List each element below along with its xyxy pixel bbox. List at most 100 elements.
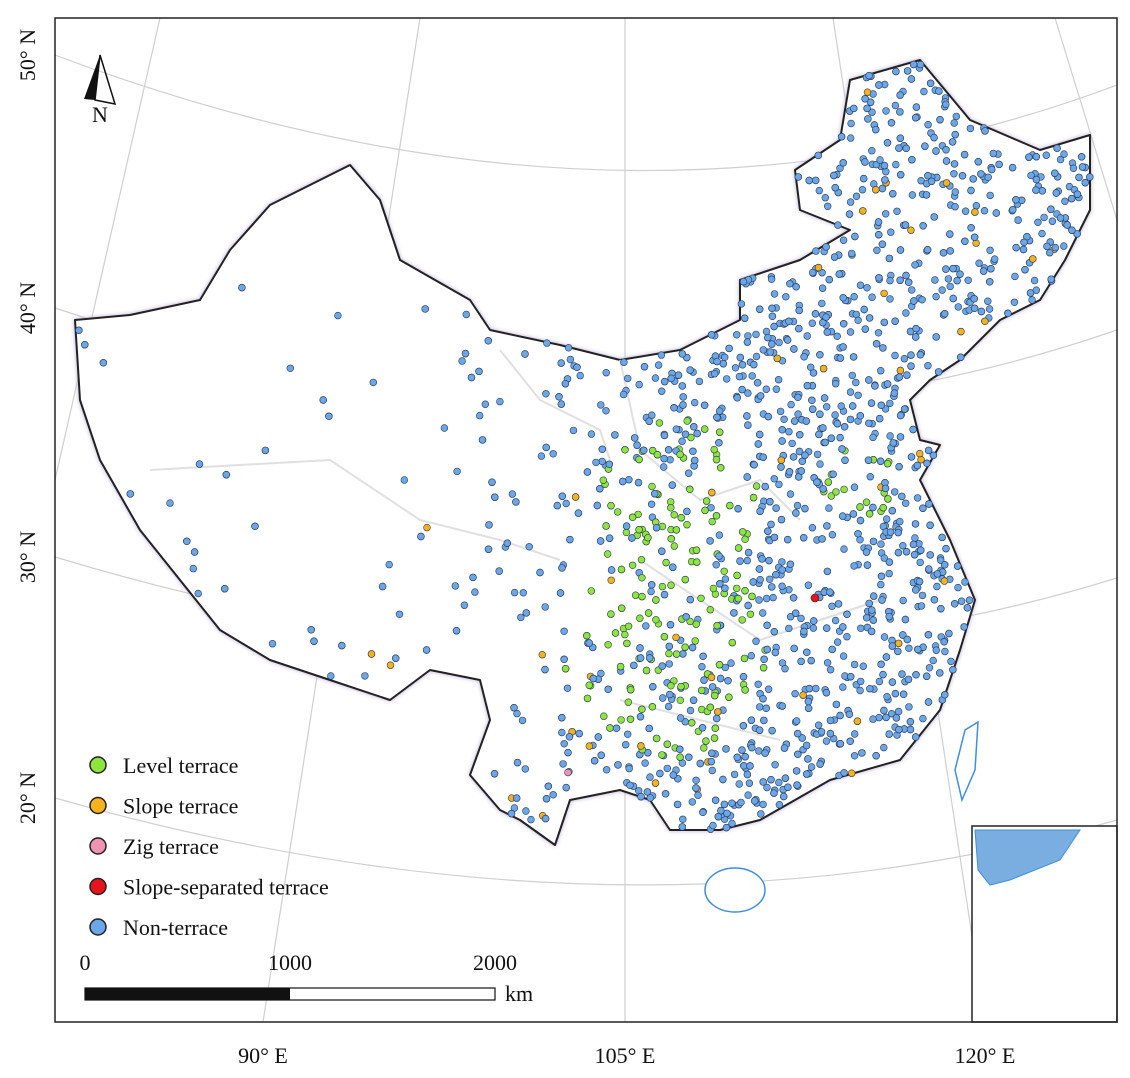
sample-point: [766, 498, 774, 506]
sample-point: [543, 339, 551, 347]
sample-point: [564, 344, 573, 352]
sample-point: [869, 715, 877, 723]
sample-point: [802, 417, 810, 425]
sample-point: [848, 371, 856, 380]
sample-point: [755, 726, 764, 734]
sample-point: [795, 447, 804, 456]
sample-point: [833, 332, 841, 340]
sample-point: [510, 588, 519, 597]
sample-point: [749, 578, 757, 586]
sample-point: [894, 707, 903, 716]
sample-point: [819, 485, 827, 493]
sample-point: [901, 615, 910, 624]
sample-point: [887, 709, 896, 718]
sample-point: [888, 642, 896, 650]
sample-point: [866, 684, 874, 693]
sample-point: [909, 60, 918, 69]
sample-point: [785, 468, 794, 476]
sample-point: [681, 643, 689, 651]
sample-point: [676, 714, 685, 722]
sample-point: [923, 459, 931, 467]
sample-point: [490, 769, 499, 778]
sample-point: [770, 290, 779, 298]
sample-point: [940, 310, 949, 318]
sample-point: [935, 87, 943, 95]
sample-point: [622, 522, 631, 530]
sample-point: [1034, 218, 1042, 227]
sample-point: [730, 609, 738, 617]
sample-point: [794, 410, 802, 418]
sample-point: [800, 353, 808, 361]
sample-point: [907, 286, 916, 294]
sample-point: [652, 734, 661, 743]
sample-point: [1012, 196, 1020, 204]
sample-point: [917, 177, 925, 185]
sample-point: [576, 371, 584, 380]
sample-point: [826, 588, 834, 596]
sample-point: [670, 542, 678, 550]
sample-point: [488, 478, 496, 486]
sample-point: [787, 400, 795, 409]
sample-point: [846, 672, 855, 681]
sample-point: [878, 240, 887, 248]
sample-point: [885, 569, 893, 578]
sample-point: [981, 317, 989, 325]
sample-point: [660, 377, 669, 386]
sample-point: [911, 261, 919, 269]
sample-point: [900, 405, 909, 413]
sample-point: [808, 523, 817, 532]
sample-point: [866, 473, 874, 481]
sample-point: [587, 430, 596, 438]
sample-point: [950, 600, 959, 608]
sample-point: [722, 375, 731, 383]
sample-point: [750, 360, 758, 369]
sample-point: [706, 605, 714, 614]
sample-point: [918, 296, 926, 304]
sample-point: [815, 186, 823, 195]
sample-point: [683, 417, 691, 425]
sample-point: [1063, 221, 1071, 229]
sample-point: [841, 456, 849, 464]
sample-point: [1038, 229, 1046, 238]
sample-point: [887, 119, 896, 127]
sample-point: [662, 558, 670, 567]
sample-point: [721, 584, 729, 592]
sample-point: [701, 506, 709, 515]
sample-point: [770, 475, 778, 483]
sample-point: [684, 469, 693, 477]
sample-point: [657, 387, 666, 395]
sample-point: [767, 520, 775, 529]
sample-point: [877, 572, 886, 580]
sample-point: [965, 596, 974, 604]
sample-point: [946, 247, 954, 255]
sample-point: [166, 499, 174, 507]
sample-point: [679, 401, 687, 409]
sample-point: [885, 730, 893, 738]
sample-point: [400, 476, 408, 484]
sample-point: [804, 581, 813, 589]
sample-point: [741, 686, 749, 694]
sample-point: [558, 492, 566, 500]
sample-point: [896, 433, 905, 441]
sample-point: [889, 439, 897, 447]
sample-point: [936, 556, 945, 564]
sample-point: [698, 724, 707, 732]
sample-point: [772, 385, 781, 393]
sample-point: [816, 760, 824, 768]
sample-point: [559, 760, 567, 768]
sample-point: [738, 528, 747, 536]
sample-point: [880, 161, 889, 170]
sample-point: [804, 755, 812, 763]
sample-point: [847, 119, 855, 128]
sample-point: [865, 376, 873, 384]
sample-point: [883, 692, 891, 701]
sample-point: [929, 451, 938, 459]
sample-point: [924, 631, 933, 639]
sample-point: [826, 729, 835, 738]
sample-point: [793, 781, 801, 789]
sample-point: [583, 631, 591, 640]
sample-point: [834, 221, 842, 229]
sample-point: [802, 770, 811, 778]
sample-point: [451, 582, 459, 590]
sample-point: [956, 353, 965, 361]
